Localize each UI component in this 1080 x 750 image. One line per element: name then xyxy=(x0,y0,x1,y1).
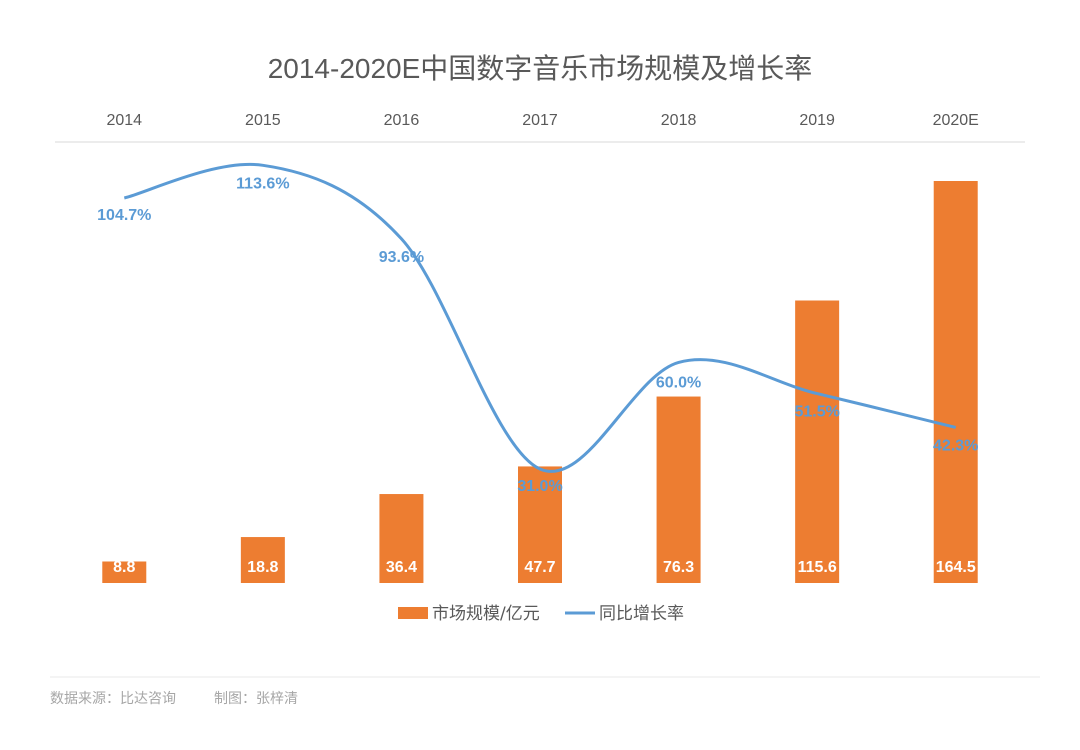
growth-rate-value-2014: 104.7% xyxy=(97,207,151,224)
market-size-bar-2016 xyxy=(379,494,424,583)
market-size-value-2017: 47.7 xyxy=(524,559,555,576)
market-size-value-2018: 76.3 xyxy=(663,559,694,576)
legend-market-size-label: 市场规模/亿元 xyxy=(432,604,540,624)
year-label-2019: 2019 xyxy=(799,112,835,129)
market-size-bar-2017 xyxy=(518,466,562,583)
growth-rate-value-2017: 31.0% xyxy=(517,478,562,495)
year-label-2016: 2016 xyxy=(384,112,420,129)
growth-rate-value-2019: 51.5% xyxy=(794,404,839,421)
market-size-value-2016: 36.4 xyxy=(386,559,417,576)
year-label-2020e: 2020E xyxy=(933,112,979,129)
market-size-value-2020e: 164.5 xyxy=(936,559,976,576)
legend: 市场规模/亿元 同比增长率 xyxy=(398,604,684,624)
market-size-bar-2018 xyxy=(656,396,701,583)
legend-market-size-swatch xyxy=(398,607,428,619)
growth-rate-value-2018: 60.0% xyxy=(656,374,701,391)
market-size-value-2019: 115.6 xyxy=(798,559,837,576)
growth-rate-labels: 104.7% 113.6% 93.6% 31.0% 60.0% 51.5% 42.3% xyxy=(97,175,978,495)
market-size-bar-2014 xyxy=(102,561,147,583)
bar-series xyxy=(102,181,978,583)
chart-title: 2014-2020E中国数字音乐市场规模及增长率 xyxy=(268,53,813,84)
market-size-value-2014: 8.8 xyxy=(113,559,135,576)
growth-rate-value-2015: 113.6% xyxy=(236,175,289,192)
year-label-2017: 2017 xyxy=(522,112,558,129)
bar-value-labels: 8.8 18.8 36.4 47.7 76.3 115.6 164.5 xyxy=(113,559,976,576)
growth-rate-value-2020e: 42.3% xyxy=(933,437,978,454)
x-axis-tick-labels: 2014 2015 2016 2017 2018 2019 2020E xyxy=(106,112,978,129)
market-size-bar-2015 xyxy=(240,537,285,583)
growth-rate-line xyxy=(123,162,957,473)
year-label-2018: 2018 xyxy=(661,112,697,129)
market-size-bar-2019 xyxy=(795,300,840,583)
market-size-bar-2020e xyxy=(933,181,978,583)
year-label-2014: 2014 xyxy=(106,112,142,129)
legend-growth-rate-label: 同比增长率 xyxy=(599,604,684,624)
footer-author: 制图：张梓清 xyxy=(214,691,298,707)
year-label-2015: 2015 xyxy=(245,112,281,129)
growth-rate-value-2016: 93.6% xyxy=(379,249,424,266)
market-size-value-2015: 18.8 xyxy=(247,559,278,576)
footer-source: 数据来源：比达咨询 xyxy=(50,691,176,707)
